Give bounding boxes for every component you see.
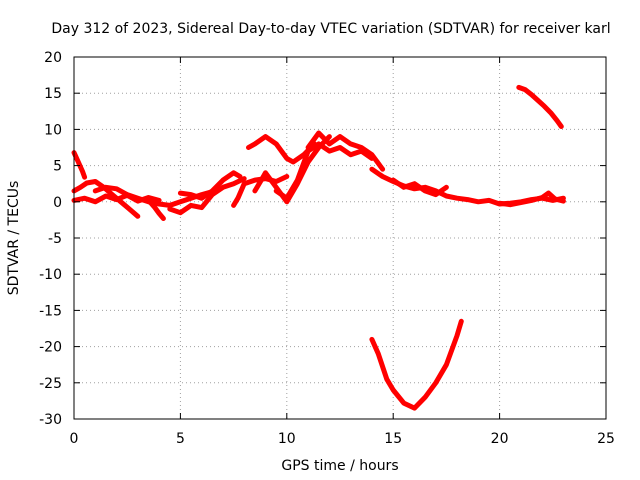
- y-tick-label: -15: [39, 303, 62, 319]
- series-line-arc-8: [231, 174, 290, 208]
- y-tick-label: -10: [39, 267, 62, 283]
- series-line-arc-11: [273, 141, 375, 201]
- series-line-arc-17: [497, 190, 566, 208]
- series-line-arc-14: [390, 177, 449, 198]
- series-line-arc-15: [369, 318, 464, 411]
- x-tick-label: 10: [278, 431, 296, 447]
- y-tick-label: -5: [48, 231, 62, 247]
- series-line-arc-1: [71, 150, 88, 180]
- y-tick-label: 0: [53, 195, 62, 211]
- y-tick-label: -25: [39, 376, 62, 392]
- series-line-arc-12: [305, 130, 386, 172]
- tick-layer: 0 5 10 15 20 25 -30 -25 -20 -15 -10 -5 0 5 10 15 20: [39, 50, 615, 447]
- series-line-arc-6: [167, 176, 247, 216]
- x-tick-label: 20: [491, 431, 509, 447]
- series-line-arc-7: [177, 170, 243, 201]
- y-tick-label: -20: [39, 340, 62, 356]
- y-tick-label: 10: [44, 122, 62, 138]
- x-tick-label: 15: [384, 431, 402, 447]
- x-tick-label: 25: [597, 431, 615, 447]
- grid-layer: [74, 57, 606, 419]
- x-tick-label: 5: [176, 431, 185, 447]
- series-line-arc-10: [252, 134, 332, 205]
- series-line-arc-16: [516, 84, 564, 129]
- chart-title: Day 312 of 2023, Sidereal Day-to-day VTE…: [51, 21, 610, 37]
- y-tick-label: 5: [53, 159, 62, 175]
- y-tick-label: 15: [44, 86, 62, 102]
- y-tick-label: -30: [39, 412, 62, 428]
- x-tick-label: 0: [70, 431, 79, 447]
- series-layer: [71, 84, 566, 411]
- series-line-arc-5: [146, 197, 166, 221]
- x-axis-label: GPS time / hours: [281, 458, 398, 474]
- y-axis-label: SDTVAR / TECUs: [6, 181, 22, 296]
- series-line-arc-9: [246, 134, 317, 165]
- y-tick-label: 20: [44, 50, 62, 66]
